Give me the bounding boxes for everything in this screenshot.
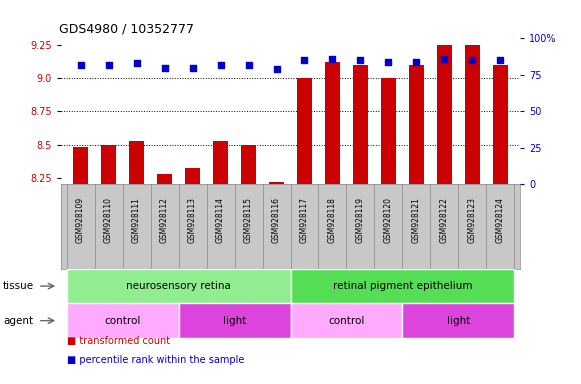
Text: GSM928117: GSM928117 <box>300 197 309 243</box>
Bar <box>290 269 514 303</box>
Bar <box>269 182 284 184</box>
Bar <box>437 45 452 184</box>
Point <box>272 66 281 72</box>
Bar <box>185 169 200 184</box>
Bar <box>101 144 116 184</box>
Text: GSM928118: GSM928118 <box>328 197 337 243</box>
Point <box>132 60 141 66</box>
Bar <box>290 303 403 338</box>
Point <box>356 57 365 63</box>
Bar <box>409 65 424 184</box>
Bar <box>178 303 290 338</box>
Bar <box>213 141 228 184</box>
Point <box>104 61 113 68</box>
Bar <box>297 78 312 184</box>
Point <box>328 56 337 62</box>
Bar <box>353 65 368 184</box>
Text: light: light <box>223 316 246 326</box>
Text: GSM928120: GSM928120 <box>384 197 393 243</box>
Point <box>496 57 505 63</box>
Point <box>440 56 449 62</box>
Text: tissue: tissue <box>3 281 34 291</box>
Text: GSM928122: GSM928122 <box>440 197 449 243</box>
Text: control: control <box>328 316 365 326</box>
Bar <box>493 65 508 184</box>
Text: GSM928123: GSM928123 <box>468 197 477 243</box>
Point <box>216 61 225 68</box>
Bar <box>67 269 290 303</box>
Bar <box>67 303 178 338</box>
Point <box>188 65 197 71</box>
Point <box>160 65 169 71</box>
Text: neurosensory retina: neurosensory retina <box>126 281 231 291</box>
Text: GSM928111: GSM928111 <box>132 197 141 243</box>
Bar <box>403 303 514 338</box>
Text: GSM928110: GSM928110 <box>104 197 113 243</box>
Point <box>468 57 477 63</box>
Text: GSM928121: GSM928121 <box>412 197 421 243</box>
Text: light: light <box>447 316 470 326</box>
Bar <box>381 78 396 184</box>
Text: GSM928109: GSM928109 <box>76 197 85 243</box>
Text: GDS4980 / 10352777: GDS4980 / 10352777 <box>59 23 193 36</box>
Bar <box>325 62 340 184</box>
Text: GSM928114: GSM928114 <box>216 197 225 243</box>
Text: GSM928116: GSM928116 <box>272 197 281 243</box>
Bar <box>465 45 480 184</box>
Bar <box>241 144 256 184</box>
Text: GSM928119: GSM928119 <box>356 197 365 243</box>
Point <box>412 59 421 65</box>
Text: control: control <box>105 316 141 326</box>
Point <box>300 57 309 63</box>
Text: agent: agent <box>3 316 33 326</box>
Bar <box>157 174 172 184</box>
Text: GSM928124: GSM928124 <box>496 197 505 243</box>
Text: GSM928115: GSM928115 <box>244 197 253 243</box>
Text: retinal pigment epithelium: retinal pigment epithelium <box>333 281 472 291</box>
Text: GSM928112: GSM928112 <box>160 197 169 243</box>
Bar <box>129 141 144 184</box>
Bar <box>73 147 88 184</box>
Point <box>244 61 253 68</box>
Point <box>384 59 393 65</box>
Text: ■ transformed count: ■ transformed count <box>67 336 170 346</box>
Text: ■ percentile rank within the sample: ■ percentile rank within the sample <box>67 355 244 365</box>
Text: GSM928113: GSM928113 <box>188 197 197 243</box>
Point <box>76 61 85 68</box>
